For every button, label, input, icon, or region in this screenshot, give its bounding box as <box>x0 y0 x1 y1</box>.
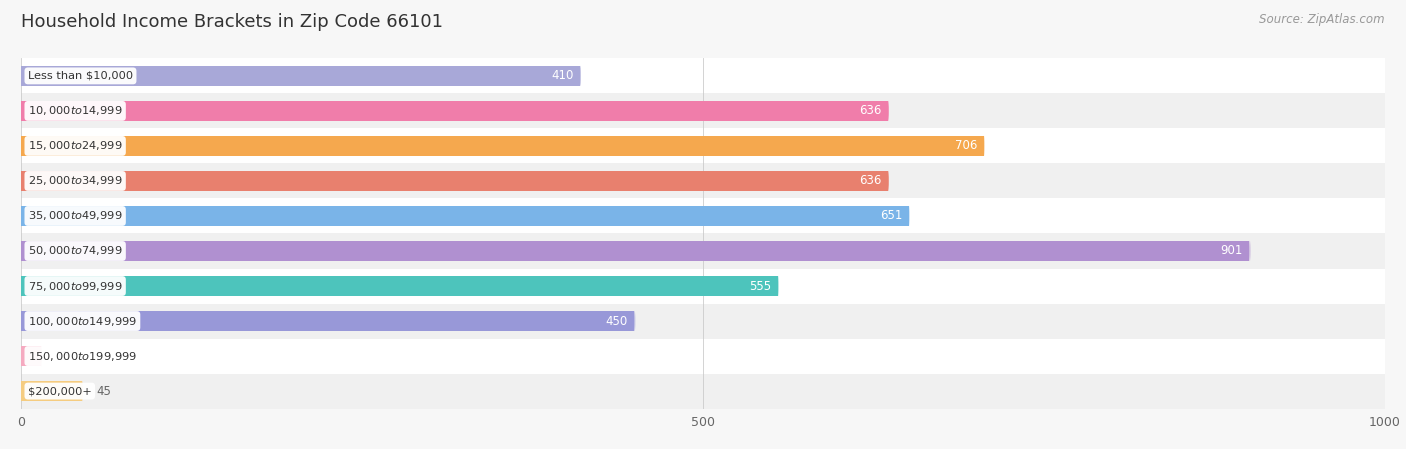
Text: $75,000 to $99,999: $75,000 to $99,999 <box>28 280 122 292</box>
Text: $50,000 to $74,999: $50,000 to $74,999 <box>28 245 122 257</box>
Text: $35,000 to $49,999: $35,000 to $49,999 <box>28 210 122 222</box>
Text: 636: 636 <box>859 175 882 187</box>
Bar <box>21 339 1385 374</box>
Bar <box>21 233 1385 269</box>
Text: $25,000 to $34,999: $25,000 to $34,999 <box>28 175 122 187</box>
Bar <box>21 374 1385 409</box>
Text: 450: 450 <box>606 315 628 327</box>
Bar <box>21 171 889 191</box>
Text: $150,000 to $199,999: $150,000 to $199,999 <box>28 350 136 362</box>
Bar <box>21 381 82 401</box>
Text: $15,000 to $24,999: $15,000 to $24,999 <box>28 140 122 152</box>
Bar <box>21 101 889 121</box>
Text: 636: 636 <box>859 105 882 117</box>
Bar <box>21 58 1385 93</box>
Bar <box>21 93 1385 128</box>
Bar <box>21 269 1385 304</box>
Text: 45: 45 <box>96 385 111 397</box>
Text: $100,000 to $149,999: $100,000 to $149,999 <box>28 315 136 327</box>
Bar <box>21 276 778 296</box>
Bar <box>21 311 634 331</box>
Bar <box>21 304 1385 339</box>
Bar <box>21 206 908 226</box>
Text: 901: 901 <box>1220 245 1243 257</box>
Bar <box>21 163 1385 198</box>
Bar <box>21 128 1385 163</box>
Text: $200,000+: $200,000+ <box>28 386 91 396</box>
Bar <box>21 198 1385 233</box>
Bar <box>21 136 984 156</box>
Bar <box>21 66 579 86</box>
Bar <box>21 346 41 366</box>
Text: $10,000 to $14,999: $10,000 to $14,999 <box>28 105 122 117</box>
Text: 555: 555 <box>749 280 772 292</box>
Bar <box>21 241 1250 261</box>
Text: Household Income Brackets in Zip Code 66101: Household Income Brackets in Zip Code 66… <box>21 13 443 31</box>
Text: 410: 410 <box>551 70 574 82</box>
Text: Less than $10,000: Less than $10,000 <box>28 71 134 81</box>
Text: Source: ZipAtlas.com: Source: ZipAtlas.com <box>1260 13 1385 26</box>
Text: 706: 706 <box>955 140 977 152</box>
Text: 15: 15 <box>55 350 70 362</box>
Text: 651: 651 <box>880 210 903 222</box>
